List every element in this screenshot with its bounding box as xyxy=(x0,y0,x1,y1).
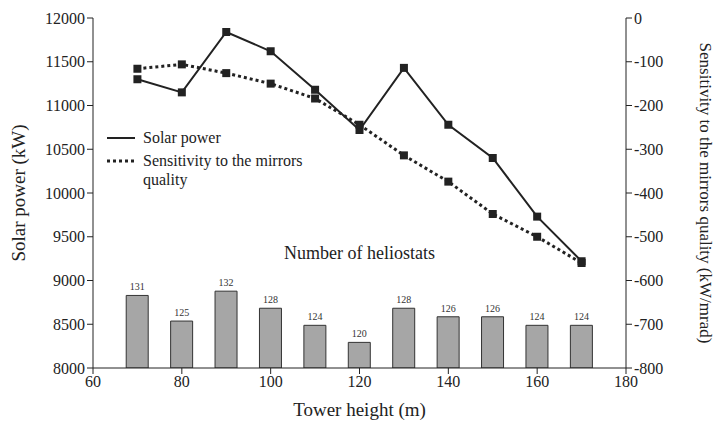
svg-text:124: 124 xyxy=(574,311,589,322)
svg-text:132: 132 xyxy=(219,277,234,288)
svg-text:11500: 11500 xyxy=(46,53,85,70)
svg-text:160: 160 xyxy=(525,373,549,390)
svg-text:-800: -800 xyxy=(634,360,663,377)
svg-text:180: 180 xyxy=(614,373,638,391)
svg-text:80: 80 xyxy=(174,373,190,390)
html-text:Solar power: Solar power xyxy=(143,129,221,146)
svg-text:126: 126 xyxy=(441,303,456,314)
svg-text:12000: 12000 xyxy=(45,10,85,27)
svg-text:Tower height (m): Tower height (m) xyxy=(293,399,426,421)
svg-text:11000: 11000 xyxy=(46,97,85,114)
svg-text:-300: -300 xyxy=(634,141,663,158)
svg-text:-400: -400 xyxy=(634,185,663,202)
svg-text:-200: -200 xyxy=(634,97,663,114)
svg-text:120: 120 xyxy=(352,328,367,339)
svg-text:126: 126 xyxy=(485,303,500,314)
svg-text:-100: -100 xyxy=(634,53,663,70)
svg-text:10000: 10000 xyxy=(45,185,85,202)
svg-text:8500: 8500 xyxy=(53,316,85,333)
svg-text:140: 140 xyxy=(436,373,460,390)
svg-text:124: 124 xyxy=(529,311,544,322)
svg-text:131: 131 xyxy=(130,281,145,292)
svg-text:0: 0 xyxy=(634,10,642,27)
svg-text:9500: 9500 xyxy=(53,228,85,245)
svg-text:Solar power (kW): Solar power (kW) xyxy=(8,124,30,261)
svg-text:120: 120 xyxy=(348,373,372,390)
svg-text:-600: -600 xyxy=(634,272,663,289)
svg-text:8000: 8000 xyxy=(53,360,85,377)
svg-text:-700: -700 xyxy=(634,316,663,333)
svg-text:128: 128 xyxy=(263,294,278,305)
svg-text:10500: 10500 xyxy=(45,141,85,158)
html-text:Sensitivity to the mirrors qua: Sensitivity to the mirrors quality xyxy=(143,152,303,188)
svg-text:125: 125 xyxy=(174,307,189,318)
html-text:Number of heliostats: Number of heliostats xyxy=(284,243,435,264)
svg-text:9000: 9000 xyxy=(53,272,85,289)
svg-text:128: 128 xyxy=(396,294,411,305)
svg-text:Sensitivity to the mirrors qua: Sensitivity to the mirrors quality (kW/m… xyxy=(696,43,715,344)
svg-text:124: 124 xyxy=(307,311,322,322)
svg-text:60: 60 xyxy=(85,373,101,390)
svg-text:-500: -500 xyxy=(634,228,663,245)
svg-text:100: 100 xyxy=(259,373,283,390)
